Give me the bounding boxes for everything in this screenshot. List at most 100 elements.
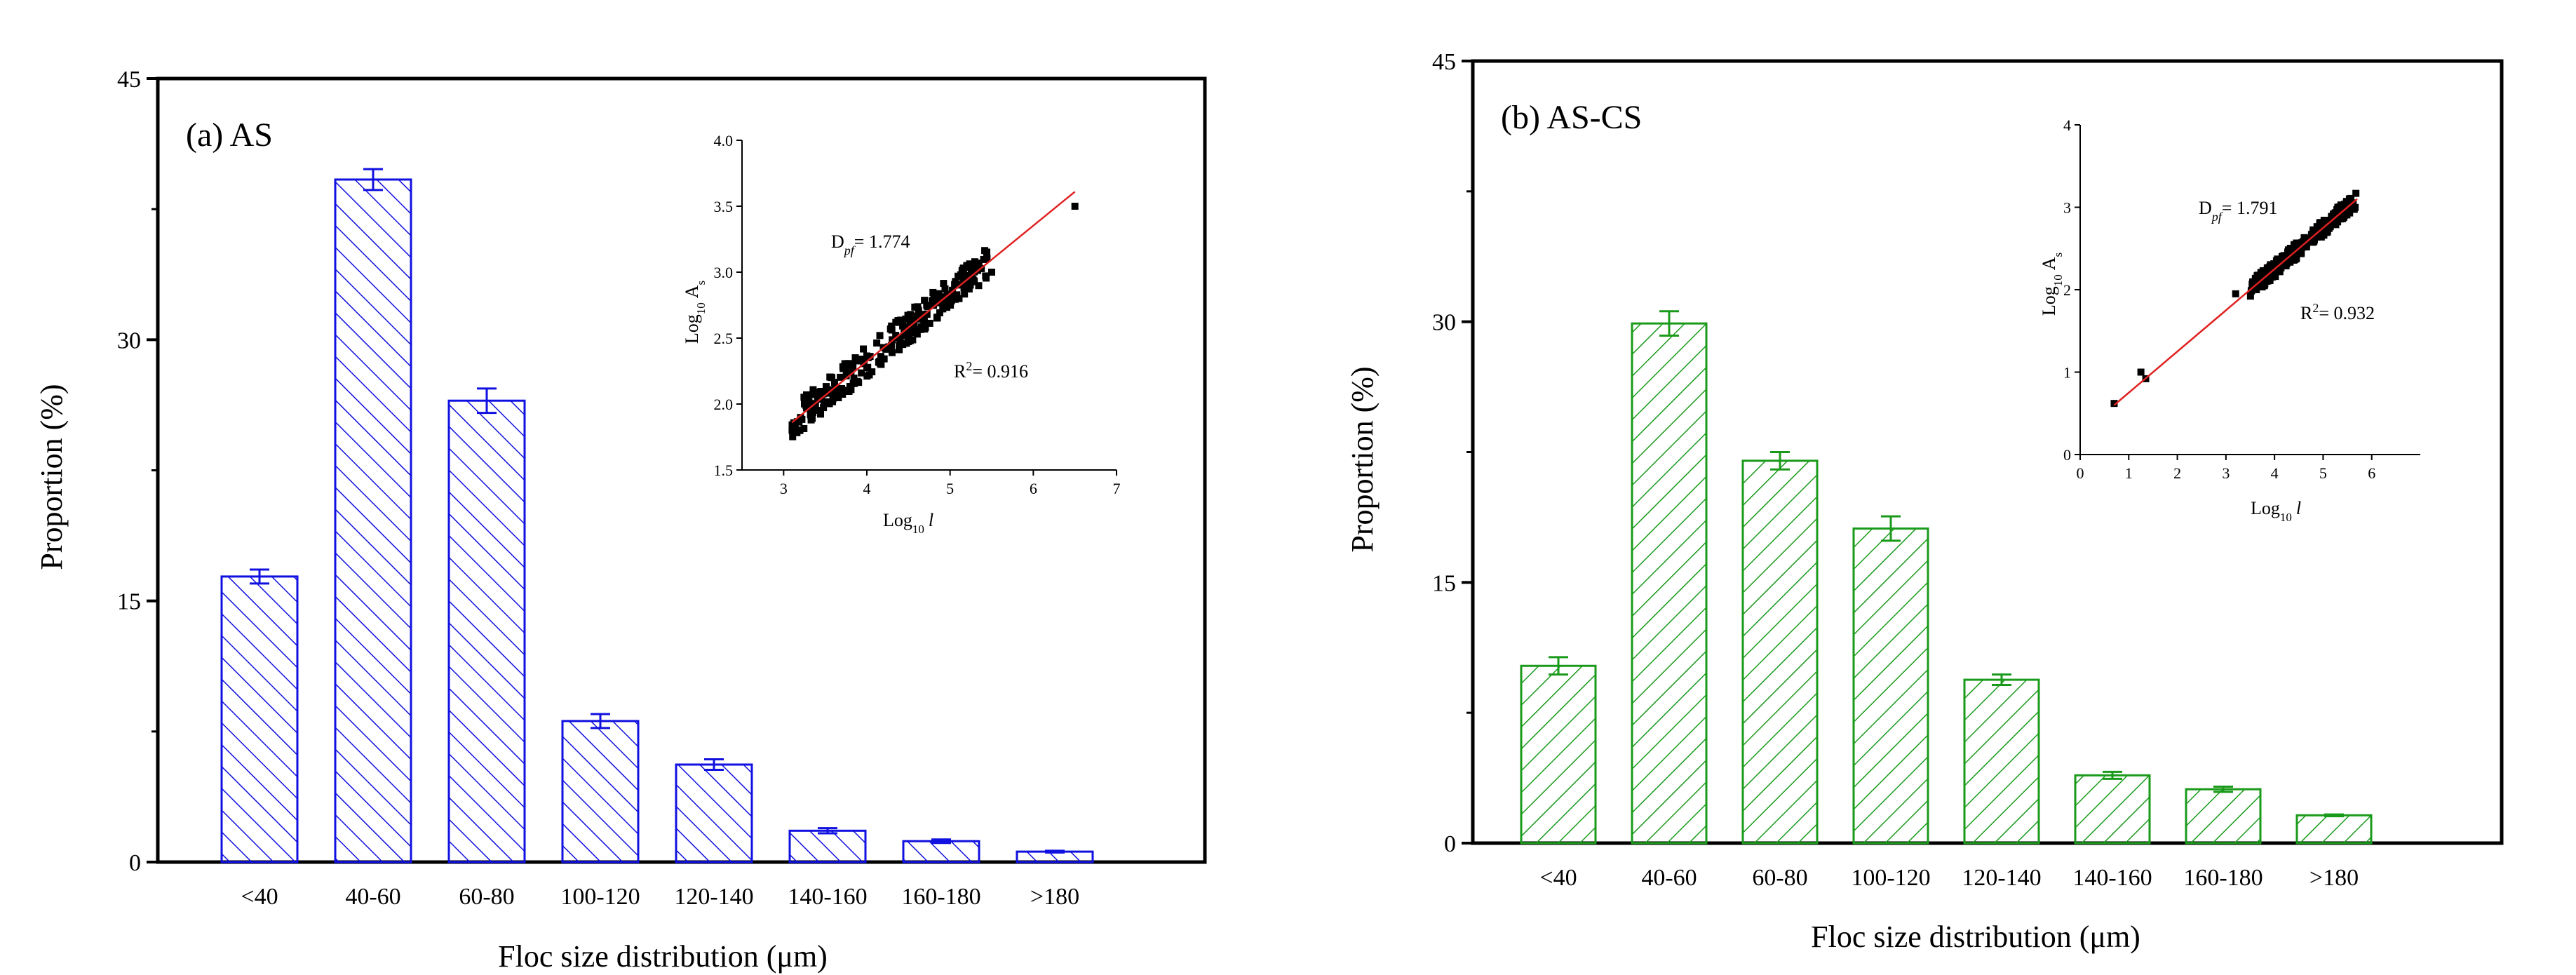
panel-b-inset-xtick-label: 6 [2368,464,2375,482]
panel-a-inset-point [793,418,801,426]
panel-b-inset-point [2260,269,2268,276]
panel-b-inset-xtick-label: 2 [2173,464,2181,482]
panel-b-inset-xtick-label: 5 [2319,464,2327,482]
panel-a-inset-point [947,301,955,309]
panel-a-bar [675,763,753,863]
panel-a-inset-point [905,334,913,342]
panel-b-inset-point [2284,248,2292,256]
panel-a-inset-point [820,404,828,412]
panel-b-chart: (b) AS-CS Floc size distribution (μm) Pr… [1345,49,2504,954]
panel-a-inset-point [951,295,959,303]
panel-b-bar [2185,788,2262,845]
panel-b-inset-point [2110,400,2118,408]
panel-a-inset-point [988,269,995,276]
panel-a-inset-point [864,363,872,371]
panel-a-xlabel: Floc size distribution (μm) [498,939,828,974]
panel-a-inset-point [844,386,852,394]
panel-a-inset-xtick-label: 4 [863,480,871,497]
panel-a-ytick-label: 30 [117,328,141,354]
panel-a-inset-point [897,316,905,324]
panel-a-inset-point [933,314,941,321]
panel-a-inset-point [1071,203,1079,210]
panel-a-ytick-label: 0 [129,850,141,876]
panel-b-inset-point [2326,223,2334,231]
panel-a-inset-point [917,323,925,330]
panel-a-xtick-label: 160-180 [901,884,980,910]
panel-a-inset-point [793,429,801,436]
panel-b-inset-point [2277,256,2285,264]
panel-b-inset-ytick-label: 3 [2063,199,2071,217]
panel-b-inset-point [2345,208,2353,215]
panel-a-inset-xtick-label: 7 [1113,480,1121,497]
panel-a-inset-point [888,322,896,330]
panel-b-inset-point [2253,272,2261,280]
panel-b-bar [1520,664,1597,845]
panel-a-inset-point [814,407,821,415]
panel-b-ytick-label: 15 [1432,570,1456,596]
panel-a-inset-point [896,346,903,354]
panel-b-inset-point [2277,264,2285,271]
panel-b-inset-point [2288,246,2295,253]
panel-a-inset-point [907,311,915,318]
panel-a-inset-point [802,404,810,412]
panel-a-inset-point [861,356,868,364]
panel-a-inset-point [801,400,809,408]
panel-a-inset-point [888,326,896,334]
panel-a-bar [447,399,526,863]
panel-a-inset-xlabel: Log10 l [883,510,933,536]
panel-a-inset-point [930,302,938,309]
panel-b-bar [2074,774,2151,845]
panel-b-inset-point [2267,261,2274,269]
panel-b-inset-df: Dpf= 1.791 [2199,198,2277,224]
panel-a-inset-point [921,297,929,304]
panel-a-inset-point [863,352,870,360]
panel-b-inset-point [2337,201,2345,209]
panel-b-inset-point [2281,262,2289,269]
panel-a-inset-point [800,424,808,432]
panel-a-inset-point [936,294,944,302]
panel-a-inset-point [905,324,913,332]
panel-b-ytick-label: 30 [1432,310,1456,336]
panel-a-inset-point [839,363,847,370]
panel-b-ytick-label: 45 [1432,49,1456,75]
panel-a-inset-point [865,371,873,379]
panel-b-bar [1631,322,1708,845]
panel-b-inset-fit-line [2113,198,2358,406]
panel-a-inset-point [822,383,830,391]
panel-a-inset-point [849,363,857,370]
panel-a-inset-point [948,297,955,304]
panel-b-inset-point [2331,210,2338,218]
panel-a-inset-point [830,379,838,386]
panel-a-inset-point [809,386,817,394]
panel-b-inset-xlabel: Log10 l [2251,498,2301,524]
panel-a-inset-point [923,310,931,318]
panel-a-inset-point [971,258,978,266]
panel-a-inset-xtick-label: 6 [1030,480,1037,497]
panel-a-inset-point [923,302,931,309]
panel-a-inset-point [880,355,888,363]
panel-a-inset-point [798,415,806,423]
panel-a-inset-point [903,339,910,347]
panel-a-inset-point [842,372,850,379]
panel-b-inset-point [2263,276,2271,283]
panel-a-inset-scatter: Dpf= 1.774 R2= 0.916 Log10 l Log10As 3 4 5 6… [682,132,1121,536]
panel-b-inset-xtick-label: 3 [2222,464,2230,482]
panel-a-inset-xtick-label: 3 [780,480,788,497]
panel-a-inset-point [858,369,865,377]
panel-a-inset-point [873,339,881,347]
panel-a-inset-point [936,309,943,316]
panel-a-inset-point [913,330,921,338]
panel-a-inset-point [851,354,859,362]
panel-a-inset-point [963,281,971,288]
panel-a-inset-point [789,433,797,441]
panel-b-inset-xtick-label: 0 [2077,464,2084,482]
panel-a-inset-point [844,360,852,368]
panel-b-inset-ytick-label: 1 [2063,364,2071,382]
panel-a-inset-point [827,373,835,381]
panel-a-inset-point [843,365,851,373]
panel-a-inset-point [860,345,868,353]
panel-a-inset-ytick-label: 2.0 [714,396,734,413]
panel-b-inset-ytick-label: 2 [2063,281,2071,299]
panel-a-inset-point [963,262,971,269]
panel-b-inset-point [2283,253,2291,261]
